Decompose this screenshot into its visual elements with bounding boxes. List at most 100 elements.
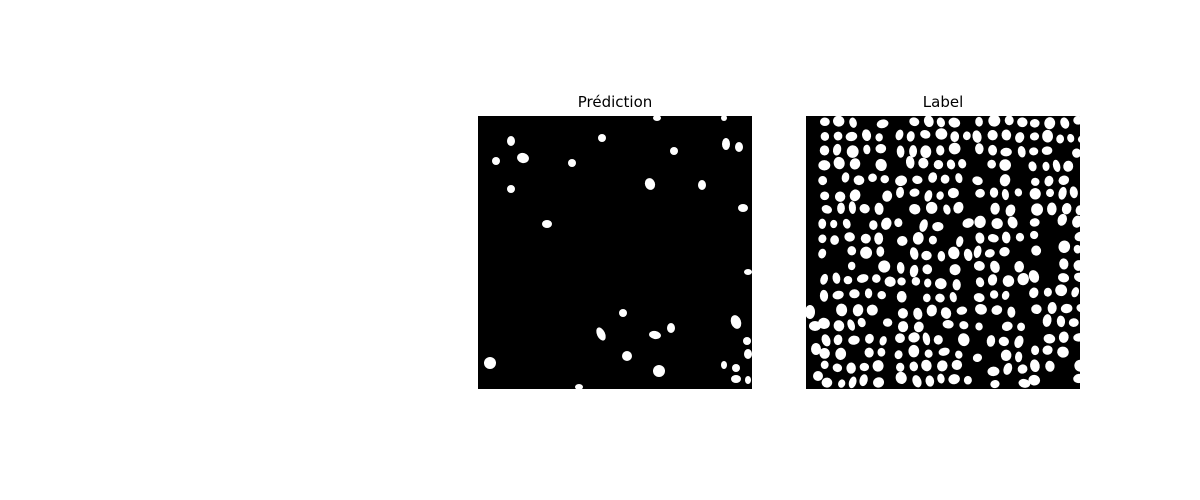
prediction-blob — [507, 136, 515, 146]
prediction-blob — [722, 138, 730, 150]
label-blob — [1055, 284, 1068, 297]
label-blob — [1001, 231, 1011, 244]
label-blob — [1017, 322, 1026, 332]
label-blob — [1074, 359, 1080, 372]
label-blob — [1077, 135, 1080, 144]
label-blob — [847, 261, 856, 271]
label-blob — [938, 347, 950, 356]
label-blob — [1060, 303, 1073, 314]
prediction-blob — [653, 116, 661, 121]
label-blob — [912, 175, 923, 185]
label-blob — [843, 275, 853, 285]
label-blob — [959, 321, 969, 330]
label-blob — [1029, 218, 1040, 227]
label-blob — [987, 274, 998, 286]
label-blob — [1074, 272, 1080, 282]
label-blob — [1045, 360, 1055, 372]
label-blob — [953, 201, 964, 214]
label-blob — [1061, 203, 1072, 215]
label-blob — [918, 157, 929, 169]
label-blob — [936, 145, 945, 156]
label-blob — [942, 319, 954, 329]
label-blob — [906, 131, 915, 142]
label-blob — [1072, 215, 1080, 228]
label-blob — [973, 293, 985, 303]
label-blob — [849, 158, 861, 170]
label-blob — [975, 143, 984, 155]
prediction-blob — [575, 384, 583, 389]
label-blob — [862, 129, 872, 142]
label-blob — [984, 249, 995, 258]
label-blob — [875, 133, 883, 142]
label-blob — [1042, 314, 1052, 327]
label-blob — [990, 202, 1000, 215]
label-blob — [1031, 203, 1044, 216]
label-blob — [1014, 260, 1025, 273]
label-blob — [838, 379, 846, 388]
label-blob — [935, 293, 945, 303]
label-blob — [924, 278, 932, 288]
label-blob — [1005, 204, 1016, 217]
label-blob — [860, 233, 871, 244]
label-blob — [946, 159, 956, 170]
prediction-blob — [517, 152, 529, 164]
label-blob — [857, 317, 866, 328]
label-blob — [987, 129, 998, 141]
label-blob — [1059, 258, 1069, 270]
label-blob — [922, 332, 931, 346]
label-blob — [895, 371, 907, 384]
label-blob — [949, 292, 957, 303]
label-blob — [913, 321, 924, 333]
label-blob — [974, 215, 986, 229]
label-blob — [1028, 270, 1040, 283]
label-blob — [1001, 188, 1009, 201]
label-blob — [1001, 321, 1013, 331]
label-blob — [1057, 273, 1070, 283]
label-blob — [852, 304, 864, 317]
label-blob — [819, 145, 830, 156]
label-blob — [1028, 161, 1037, 172]
label-blob — [1041, 146, 1053, 155]
label-blob — [820, 360, 829, 370]
label-blob — [988, 116, 1001, 127]
label-blob — [882, 318, 893, 327]
label-blob — [956, 306, 968, 315]
prediction-blob — [731, 375, 741, 383]
prediction-blob — [644, 178, 656, 190]
label-blob — [832, 363, 843, 373]
label-blob — [834, 191, 846, 202]
label-blob — [958, 159, 967, 169]
label-blob — [987, 366, 1000, 377]
label-blob — [835, 347, 847, 360]
label-blob — [925, 375, 935, 387]
label-blob — [990, 260, 1000, 273]
prediction-blob — [484, 357, 496, 369]
label-blob — [928, 172, 938, 183]
label-mask-image — [806, 116, 1080, 389]
label-blob — [1015, 351, 1023, 363]
label-blob — [1004, 116, 1014, 126]
label-blob — [989, 187, 999, 198]
label-blob — [991, 305, 1003, 315]
label-blob — [811, 343, 821, 355]
label-blob — [936, 117, 945, 128]
label-blob — [872, 360, 884, 372]
label-blob — [818, 160, 831, 171]
label-blob — [1056, 134, 1065, 144]
label-blob — [924, 349, 933, 358]
label-blob — [830, 219, 838, 229]
label-blob — [896, 186, 905, 199]
label-blob — [866, 304, 878, 316]
label-blob — [1058, 331, 1069, 343]
prediction-blob — [698, 180, 706, 190]
label-blob — [1057, 213, 1067, 226]
label-blob — [928, 235, 937, 245]
label-blob — [1047, 202, 1057, 216]
label-blob — [1043, 287, 1052, 297]
label-blob — [895, 129, 904, 141]
prediction-blob — [743, 337, 751, 345]
label-blob — [1014, 335, 1024, 349]
prediction-blob — [730, 315, 742, 329]
label-blob — [989, 290, 999, 299]
label-blob — [975, 116, 983, 127]
